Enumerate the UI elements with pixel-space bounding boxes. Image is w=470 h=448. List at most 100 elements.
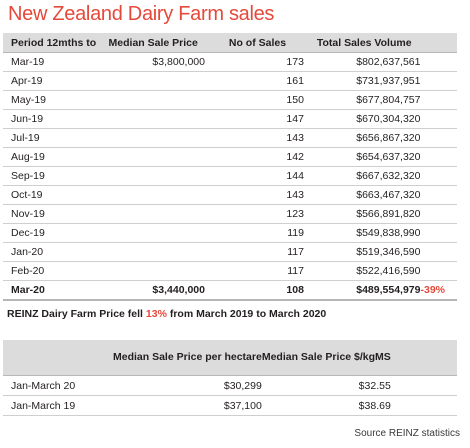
cell-change	[420, 71, 457, 91]
cell-number-of-sales: 173	[210, 52, 308, 72]
table-row: Jan-20 117 $519,346,590	[3, 242, 457, 262]
cell-change: -39%	[420, 280, 457, 301]
cell-total-volume: $566,891,820	[307, 204, 421, 224]
price-per-unit-table: Median Sale Price per hectare Median Sal…	[3, 340, 457, 416]
note-suffix: from March 2019 to March 2020	[166, 308, 327, 320]
cell-change	[420, 90, 457, 110]
cell-total-volume: $663,467,320	[307, 185, 421, 205]
table-row: Oct-19 143 $663,467,320	[3, 185, 457, 205]
cell-total-volume: $654,637,320	[307, 147, 421, 167]
cell-period: Feb-20	[3, 261, 102, 281]
cell-period: Jan-March 19	[3, 395, 113, 416]
header-spacer	[390, 340, 457, 376]
table-row: Sep-19 144 $667,632,320	[3, 166, 457, 186]
cell-period: Aug-19	[3, 147, 102, 167]
source-note: Source REINZ statistics	[354, 428, 460, 439]
cell-per-kgms: $32.55	[261, 375, 391, 396]
cell-per-hectare: $37,100	[113, 395, 262, 416]
table-row: Mar-19 $3,800,000 173 $802,637,561	[3, 52, 457, 72]
cell-spacer	[390, 375, 457, 396]
header-per-kgms: Median Sale Price $/kgMS	[261, 340, 391, 376]
cell-period: Mar-20	[3, 280, 102, 301]
cell-median-price	[101, 128, 211, 148]
table-header-row: Period 12mths to Median Sale Price No of…	[3, 33, 457, 53]
cell-median-price	[101, 166, 211, 186]
cell-period: Sep-19	[3, 166, 102, 186]
table-row: Jul-19 143 $656,867,320	[3, 128, 457, 148]
cell-median-price	[101, 109, 211, 129]
cell-change	[420, 261, 457, 281]
cell-median-price	[101, 261, 211, 281]
cell-change	[420, 166, 457, 186]
cell-total-volume: $656,867,320	[307, 128, 421, 148]
cell-period: Dec-19	[3, 223, 102, 243]
cell-period: Mar-19	[3, 52, 102, 72]
table-row: Jan-March 19 $37,100 $38.69	[3, 395, 457, 416]
header-period-blank	[3, 340, 113, 376]
cell-total-volume: $522,416,590	[307, 261, 421, 281]
cell-change	[420, 223, 457, 243]
cell-total-volume: $670,304,320	[307, 109, 421, 129]
table-row: Jan-March 20 $30,299 $32.55	[3, 375, 457, 396]
cell-number-of-sales: 161	[210, 71, 308, 91]
price-change-note: REINZ Dairy Farm Price fell 13% from Mar…	[7, 308, 326, 320]
table-row: Mar-20 $3,440,000 108 $489,554,979 -39%	[3, 280, 457, 301]
cell-total-volume: $489,554,979	[307, 280, 421, 301]
cell-total-volume: $802,637,561	[307, 52, 421, 72]
cell-period: Jul-19	[3, 128, 102, 148]
cell-number-of-sales: 119	[210, 223, 308, 243]
cell-change	[420, 204, 457, 224]
cell-number-of-sales: 108	[210, 280, 308, 301]
table-row: Feb-20 117 $522,416,590	[3, 261, 457, 281]
cell-number-of-sales: 123	[210, 204, 308, 224]
cell-per-kgms: $38.69	[261, 395, 391, 416]
cell-change	[420, 147, 457, 167]
cell-number-of-sales: 147	[210, 109, 308, 129]
table-row: Apr-19 161 $731,937,951	[3, 71, 457, 91]
table-row: Dec-19 119 $549,838,990	[3, 223, 457, 243]
cell-total-volume: $667,632,320	[307, 166, 421, 186]
note-highlight: 13%	[145, 308, 167, 320]
cell-median-price: $3,440,000	[101, 280, 211, 301]
dairy-sales-table: Period 12mths to Median Sale Price No of…	[3, 33, 457, 301]
header-number-of-sales: No of Sales	[210, 33, 308, 53]
cell-number-of-sales: 142	[210, 147, 308, 167]
page-title: New Zealand Dairy Farm sales	[8, 3, 275, 25]
cell-change	[420, 185, 457, 205]
cell-number-of-sales: 150	[210, 90, 308, 110]
cell-number-of-sales: 143	[210, 185, 308, 205]
table-row: Aug-19 142 $654,637,320	[3, 147, 457, 167]
cell-total-volume: $731,937,951	[307, 71, 421, 91]
cell-median-price	[101, 185, 211, 205]
cell-median-price	[101, 147, 211, 167]
table-header-row: Median Sale Price per hectare Median Sal…	[3, 340, 457, 376]
cell-change	[420, 128, 457, 148]
cell-period: Apr-19	[3, 71, 102, 91]
cell-number-of-sales: 117	[210, 261, 308, 281]
header-period: Period 12mths to	[3, 33, 102, 53]
cell-period: Jan-20	[3, 242, 102, 262]
table-row: Jun-19 147 $670,304,320	[3, 109, 457, 129]
header-total-volume: Total Sales Volume	[307, 33, 421, 53]
header-change	[420, 33, 457, 53]
cell-change	[420, 52, 457, 72]
cell-median-price	[101, 204, 211, 224]
cell-total-volume: $677,804,757	[307, 90, 421, 110]
cell-number-of-sales: 144	[210, 166, 308, 186]
note-prefix: REINZ Dairy Farm Price fell	[7, 308, 146, 320]
cell-median-price	[101, 90, 211, 110]
cell-number-of-sales: 143	[210, 128, 308, 148]
table-row: Nov-19 123 $566,891,820	[3, 204, 457, 224]
cell-change	[420, 109, 457, 129]
cell-period: Jun-19	[3, 109, 102, 129]
cell-period: May-19	[3, 90, 102, 110]
cell-period: Oct-19	[3, 185, 102, 205]
cell-median-price	[101, 223, 211, 243]
cell-median-price	[101, 71, 211, 91]
cell-change	[420, 242, 457, 262]
cell-total-volume: $549,838,990	[307, 223, 421, 243]
cell-per-hectare: $30,299	[113, 375, 262, 396]
cell-total-volume: $519,346,590	[307, 242, 421, 262]
cell-number-of-sales: 117	[210, 242, 308, 262]
cell-period: Nov-19	[3, 204, 102, 224]
